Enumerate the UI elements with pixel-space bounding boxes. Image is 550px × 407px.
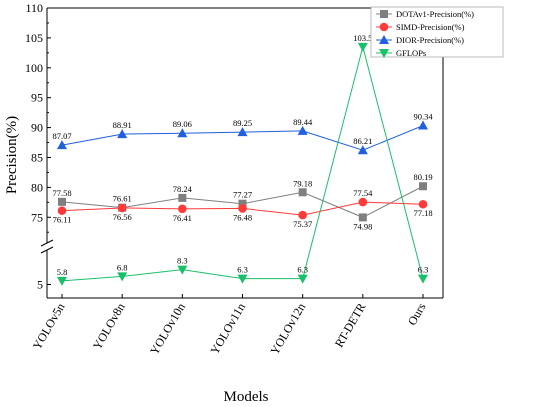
legend: DOTAv1-Precision(%) SIMD-Precision(%) DIOR… bbox=[370, 6, 504, 58]
y-axis-title: Precision(%) bbox=[4, 116, 20, 194]
legend-box bbox=[370, 6, 504, 58]
x-tick-label: YOLOv12n bbox=[267, 301, 308, 358]
series-line bbox=[61, 44, 424, 282]
data-point bbox=[177, 128, 188, 138]
y-tick-label: 110 bbox=[25, 1, 43, 15]
data-point bbox=[237, 127, 248, 137]
legend-marker bbox=[379, 22, 389, 32]
y-tick-label: 85 bbox=[31, 150, 43, 164]
data-label: 80.19 bbox=[413, 172, 432, 182]
data-label: 6.3 bbox=[297, 265, 308, 275]
data-label: 90.34 bbox=[413, 112, 433, 122]
y-tick-label: 80 bbox=[31, 180, 43, 194]
y-tick-label: 5 bbox=[37, 278, 43, 292]
data-point bbox=[57, 140, 67, 150]
data-label: 76.61 bbox=[113, 194, 132, 204]
y-axis-ticks: 75 80 85 90 95 100 105 110 5 bbox=[25, 1, 51, 292]
axis-break-mark bbox=[40, 246, 54, 254]
y-tick-label: 95 bbox=[31, 91, 43, 105]
data-label: 87.07 bbox=[52, 131, 71, 141]
data-label: 5.8 bbox=[57, 267, 68, 277]
legend-label: GFLOPs bbox=[396, 48, 426, 58]
data-label: 6.3 bbox=[237, 265, 248, 275]
data-point bbox=[357, 42, 368, 52]
data-label: 88.91 bbox=[113, 120, 132, 130]
series-group bbox=[57, 42, 428, 286]
data-label: 76.56 bbox=[113, 212, 132, 222]
data-label: 6.8 bbox=[117, 262, 128, 272]
legend-marker bbox=[379, 49, 389, 58]
data-label: 76.48 bbox=[233, 212, 252, 222]
data-point bbox=[419, 182, 427, 191]
x-tick-label: YOLOv5n bbox=[30, 301, 68, 352]
data-point bbox=[297, 125, 308, 135]
data-label: 77.54 bbox=[353, 188, 373, 198]
data-point bbox=[238, 199, 247, 208]
data-label: 89.44 bbox=[293, 117, 313, 127]
data-point bbox=[178, 193, 187, 202]
series-4 bbox=[57, 42, 428, 286]
data-label: 6.3 bbox=[418, 265, 429, 275]
legend-item: DIOR-Precision(%) bbox=[376, 35, 464, 45]
data-point bbox=[117, 272, 128, 282]
legend-item: SIMD-Precision(%) bbox=[376, 22, 465, 32]
data-point bbox=[358, 197, 368, 207]
data-label: 78.24 bbox=[173, 184, 193, 194]
data-label: 77.58 bbox=[52, 188, 71, 198]
data-point bbox=[177, 265, 188, 275]
data-point bbox=[57, 206, 67, 215]
data-point bbox=[178, 204, 187, 214]
data-point bbox=[117, 129, 128, 139]
x-axis-ticks: YOLOv5n YOLOv8n YOLOv10n YOLOv11n YOLOv12n RT… bbox=[30, 294, 429, 357]
x-tick-label: YOLOv8n bbox=[90, 301, 128, 352]
data-label: 74.98 bbox=[353, 221, 372, 231]
data-point bbox=[57, 276, 67, 286]
data-label: 86.21 bbox=[353, 136, 372, 146]
data-label: 8.3 bbox=[177, 256, 188, 266]
data-point bbox=[117, 203, 127, 213]
data-point bbox=[418, 274, 428, 284]
data-point bbox=[357, 145, 368, 155]
y-tick-label: 100 bbox=[25, 61, 43, 75]
x-tick-label: RT-DETR bbox=[332, 301, 369, 350]
legend-item: GFLOPs bbox=[376, 48, 426, 58]
x-tick-label: YOLOv11n bbox=[208, 301, 249, 357]
y-tick-label: 90 bbox=[31, 121, 43, 135]
legend-label: DOTAv1-Precision(%) bbox=[396, 9, 474, 19]
legend-marker bbox=[380, 10, 388, 18]
x-axis-title: Models bbox=[224, 389, 269, 405]
data-label: 103.5 bbox=[353, 33, 372, 43]
legend-label: SIMD-Precision(%) bbox=[396, 22, 465, 32]
data-label: 76.11 bbox=[53, 215, 72, 225]
series-3 bbox=[57, 120, 428, 155]
data-label: 89.06 bbox=[173, 119, 192, 129]
data-label: 79.18 bbox=[293, 178, 312, 188]
axis-break-mark bbox=[40, 239, 54, 247]
data-point bbox=[418, 199, 428, 209]
data-label: 89.25 bbox=[233, 118, 252, 128]
data-labels: 77.58 76.61 78.24 77.27 79.18 74.98 80.19 76.11… bbox=[52, 33, 433, 277]
legend-label: DIOR-Precision(%) bbox=[396, 35, 464, 45]
data-point bbox=[297, 274, 308, 284]
x-tick-label: YOLOv10n bbox=[147, 301, 188, 358]
y-tick-label: 75 bbox=[31, 210, 43, 224]
legend-item: DOTAv1-Precision(%) bbox=[376, 9, 474, 19]
data-label: 77.18 bbox=[413, 208, 432, 218]
data-point bbox=[418, 120, 428, 130]
data-point bbox=[58, 197, 66, 206]
y-tick-label: 105 bbox=[25, 31, 43, 45]
series-2 bbox=[57, 197, 428, 220]
data-point bbox=[298, 210, 307, 220]
data-point bbox=[358, 213, 367, 222]
legend-marker bbox=[379, 35, 389, 44]
data-point bbox=[237, 274, 248, 284]
data-label: 76.41 bbox=[173, 213, 192, 223]
data-label: 77.27 bbox=[233, 190, 252, 200]
data-label: 75.37 bbox=[293, 219, 312, 229]
data-point bbox=[238, 204, 247, 213]
data-point bbox=[298, 188, 307, 197]
x-tick-label: Ours bbox=[405, 300, 429, 327]
